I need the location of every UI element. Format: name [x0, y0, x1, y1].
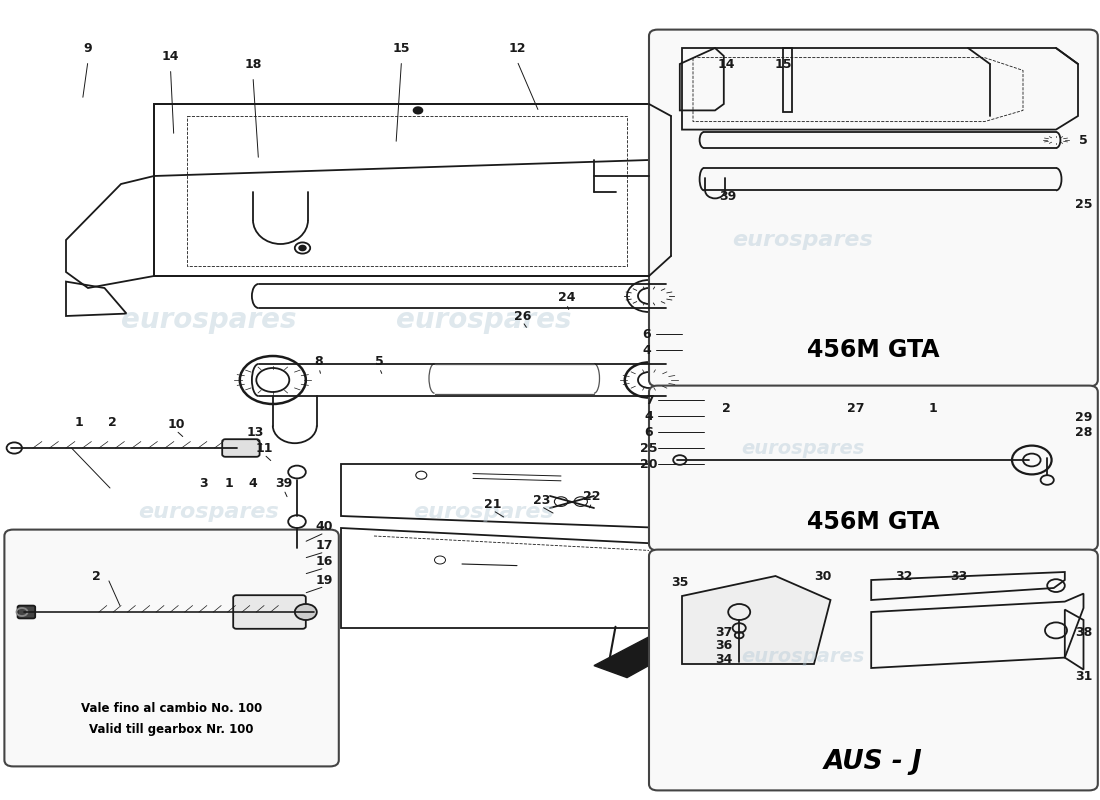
Text: Vale fino al cambio No. 100: Vale fino al cambio No. 100 — [81, 702, 262, 714]
Text: 29: 29 — [1075, 411, 1092, 424]
Text: eurospares: eurospares — [396, 306, 572, 334]
Text: 27: 27 — [847, 402, 865, 414]
Text: 4: 4 — [249, 477, 257, 490]
Text: 8: 8 — [315, 355, 323, 368]
Text: 9: 9 — [84, 42, 92, 54]
Polygon shape — [682, 576, 830, 664]
Text: 4: 4 — [642, 344, 651, 357]
Text: 36: 36 — [715, 639, 733, 652]
Text: 18: 18 — [244, 58, 262, 70]
Text: AUS - J: AUS - J — [824, 749, 923, 774]
FancyBboxPatch shape — [649, 386, 1098, 550]
Text: 32: 32 — [895, 570, 913, 582]
Text: 16: 16 — [316, 555, 333, 568]
Text: 4: 4 — [645, 410, 653, 422]
FancyBboxPatch shape — [649, 550, 1098, 790]
Text: 15: 15 — [774, 58, 792, 70]
Text: 30: 30 — [814, 570, 832, 582]
Text: 20: 20 — [640, 458, 658, 470]
Text: 40: 40 — [316, 520, 333, 533]
FancyBboxPatch shape — [649, 30, 1098, 386]
Text: 21: 21 — [484, 498, 502, 510]
Text: 1: 1 — [75, 416, 84, 429]
FancyBboxPatch shape — [18, 606, 35, 618]
Text: 6: 6 — [645, 426, 653, 438]
Text: 1: 1 — [928, 402, 937, 414]
Text: 2: 2 — [722, 402, 730, 414]
Text: 23: 23 — [532, 494, 550, 506]
Circle shape — [299, 246, 306, 250]
Circle shape — [295, 604, 317, 620]
Text: 25: 25 — [1075, 198, 1092, 210]
Text: 28: 28 — [1075, 426, 1092, 438]
Text: 5: 5 — [375, 355, 384, 368]
Text: eurospares: eurospares — [121, 306, 297, 334]
Text: eurospares: eurospares — [414, 502, 554, 522]
Text: 13: 13 — [246, 426, 264, 438]
Text: 2: 2 — [92, 570, 101, 582]
Text: 3: 3 — [199, 477, 208, 490]
Text: 15: 15 — [393, 42, 410, 54]
Text: 39: 39 — [275, 477, 293, 490]
Text: 7: 7 — [645, 394, 653, 406]
Text: 12: 12 — [508, 42, 526, 54]
Text: 6: 6 — [642, 328, 651, 341]
Text: eurospares: eurospares — [733, 230, 873, 250]
FancyBboxPatch shape — [222, 439, 260, 457]
Text: 11: 11 — [255, 442, 273, 454]
Text: 1: 1 — [224, 477, 233, 490]
Text: Valid till gearbox Nr. 100: Valid till gearbox Nr. 100 — [89, 723, 254, 736]
Text: 33: 33 — [950, 570, 968, 582]
Text: 19: 19 — [316, 574, 333, 586]
Text: 5: 5 — [1079, 134, 1088, 146]
Text: 37: 37 — [715, 626, 733, 638]
FancyBboxPatch shape — [4, 530, 339, 766]
Text: 24: 24 — [558, 291, 575, 304]
Text: eurospares: eurospares — [139, 502, 279, 522]
Text: 14: 14 — [162, 50, 179, 62]
Text: eurospares: eurospares — [741, 646, 865, 666]
Text: 39: 39 — [719, 190, 737, 202]
Text: 456M GTA: 456M GTA — [807, 338, 939, 362]
Text: 34: 34 — [715, 653, 733, 666]
Text: 22: 22 — [583, 490, 601, 502]
Text: 14: 14 — [717, 58, 735, 70]
Text: 2: 2 — [108, 416, 117, 429]
Text: 26: 26 — [514, 310, 531, 322]
Text: 31: 31 — [1075, 670, 1092, 682]
Text: 456M GTA: 456M GTA — [807, 510, 939, 534]
Polygon shape — [594, 622, 710, 678]
Circle shape — [414, 107, 422, 114]
Text: 10: 10 — [167, 418, 185, 430]
Text: eurospares: eurospares — [741, 438, 865, 458]
Text: 17: 17 — [316, 539, 333, 552]
FancyBboxPatch shape — [233, 595, 306, 629]
Text: 25: 25 — [640, 442, 658, 454]
Text: 35: 35 — [671, 576, 689, 589]
Text: 38: 38 — [1075, 626, 1092, 638]
